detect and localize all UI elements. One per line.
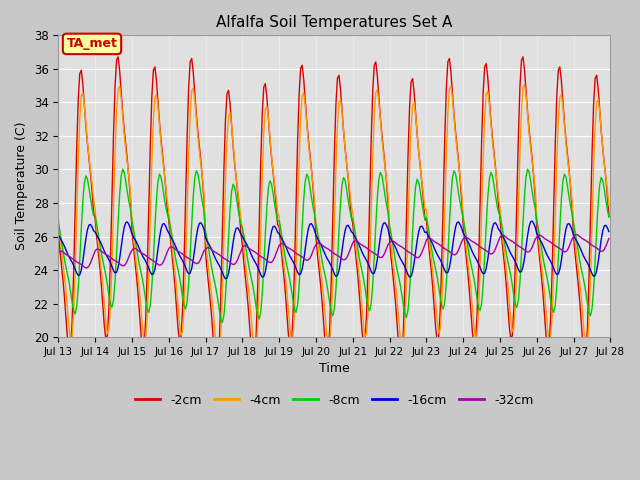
Y-axis label: Soil Temperature (C): Soil Temperature (C) — [15, 122, 28, 251]
X-axis label: Time: Time — [319, 362, 349, 375]
Legend: -2cm, -4cm, -8cm, -16cm, -32cm: -2cm, -4cm, -8cm, -16cm, -32cm — [130, 389, 538, 412]
Text: TA_met: TA_met — [67, 37, 117, 50]
Title: Alfalfa Soil Temperatures Set A: Alfalfa Soil Temperatures Set A — [216, 15, 452, 30]
